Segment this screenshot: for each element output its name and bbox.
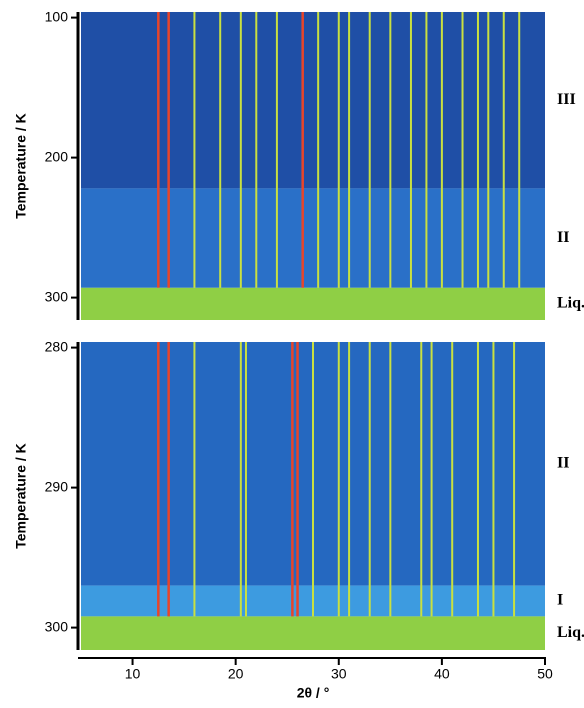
x-tick-label: 10: [125, 666, 141, 682]
y-tick-label: 200: [45, 148, 69, 164]
phase-region: [81, 12, 545, 189]
phase-region: [81, 188, 545, 288]
y-axis-label: Temperature / K: [13, 113, 29, 219]
x-tick-label: 20: [228, 666, 244, 682]
y-tick-label: 280: [45, 338, 69, 354]
y-tick-label: 100: [45, 8, 69, 24]
phase-label: Liq.: [557, 624, 584, 641]
x-tick-label: 50: [537, 666, 553, 682]
y-tick-label: 300: [45, 618, 69, 634]
phase-label: III: [557, 91, 576, 108]
y-axis-label: Temperature / K: [13, 443, 29, 549]
x-axis-label: 2θ / °: [297, 685, 330, 701]
phase-region: [81, 287, 545, 320]
x-tick-label: 30: [331, 666, 347, 682]
phase-label: II: [557, 454, 569, 471]
phase-region: [81, 616, 545, 650]
x-tick-label: 40: [434, 666, 450, 682]
phase-label: I: [557, 592, 563, 609]
y-tick-label: 290: [45, 478, 69, 494]
phase-label: II: [557, 229, 569, 246]
y-tick-label: 300: [45, 288, 69, 304]
phase-label: Liq.: [557, 295, 584, 312]
